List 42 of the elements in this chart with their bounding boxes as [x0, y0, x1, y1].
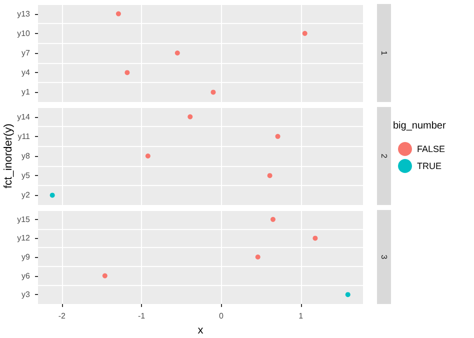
y-tick-label: y2	[22, 190, 31, 200]
y-tick-label: y14	[17, 112, 31, 122]
point	[102, 273, 108, 278]
point	[210, 90, 216, 95]
point	[174, 50, 180, 56]
y-tick-label: y12	[17, 234, 31, 243]
legend-title: big_number	[393, 120, 446, 132]
point	[124, 70, 130, 76]
x-tick-label: 0	[218, 312, 224, 320]
y-tick-label: y3	[22, 290, 31, 300]
y-axis-title: fct_inorder(y)	[2, 124, 14, 188]
y-tick-label: y10	[17, 28, 31, 38]
x-tick-label: -1	[138, 312, 146, 320]
point	[270, 216, 276, 222]
text: 1	[380, 50, 388, 56]
point	[145, 154, 150, 158]
point	[267, 173, 272, 178]
legend-label: FALSE	[417, 144, 446, 154]
y-tick-label: y4	[22, 68, 31, 78]
point	[255, 254, 260, 260]
y-tick-label: y15	[17, 214, 31, 224]
y-tick-label: y6	[22, 271, 31, 280]
y-tick-label: y9	[22, 252, 31, 262]
x-tick-label: -2	[58, 312, 66, 320]
legend-label: TRUE	[417, 161, 442, 171]
text: 2	[380, 154, 388, 159]
point	[345, 292, 350, 298]
x-tick-label: 1	[298, 312, 304, 320]
point	[50, 192, 55, 198]
y-tick-label: y8	[22, 152, 31, 160]
y-tick-label: y1	[22, 88, 31, 97]
y-tick-label: y7	[22, 48, 31, 58]
y-tick-label: y11	[18, 132, 31, 141]
point	[116, 11, 121, 16]
point	[275, 134, 280, 139]
text: 3	[380, 254, 388, 260]
point	[302, 30, 308, 36]
point	[188, 114, 193, 120]
y-tick-label: y13	[17, 9, 31, 18]
y-tick-label: y5	[22, 171, 31, 180]
point	[312, 236, 318, 241]
x-axis-title: x	[198, 324, 204, 336]
